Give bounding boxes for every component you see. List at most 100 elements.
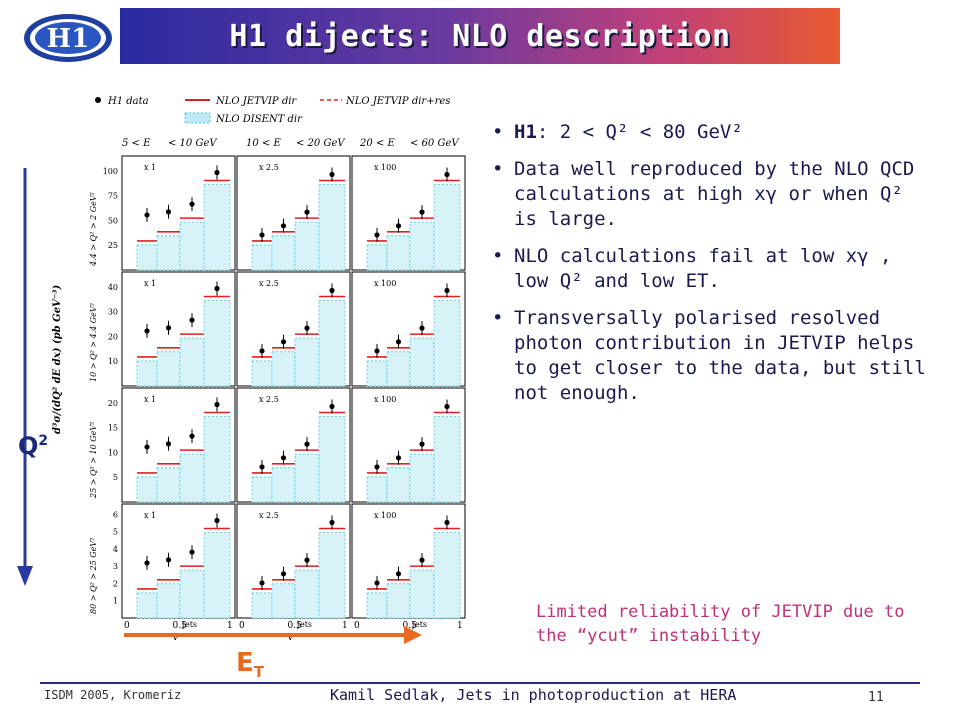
scale-factor-label: x 2.5 <box>259 279 279 288</box>
scale-factor-label: x 100 <box>374 395 396 404</box>
slide-title: H1 dijects: NLO description <box>229 18 731 54</box>
q2-axis-label: Q2 <box>18 432 48 460</box>
col-header-2: 10 < E <box>246 138 281 149</box>
scale-factor-label: x 2.5 <box>259 511 279 520</box>
disent-band <box>386 583 411 619</box>
y-tick-label: 25 <box>108 241 118 250</box>
disent-band <box>156 235 181 271</box>
bullet-lead: H1 <box>514 121 537 143</box>
legend-disent-box <box>184 112 211 124</box>
disent-band <box>386 467 411 503</box>
disent-band <box>179 221 205 271</box>
bullet-item: H1: 2 < Q² < 80 GeV² <box>488 120 928 145</box>
bullet-text: NLO calculations fail at low xγ , low Q²… <box>514 245 892 292</box>
title-banner: H1 dijects: NLO description <box>120 8 840 64</box>
disent-band <box>366 592 388 619</box>
x-axis-sup: jets <box>297 620 313 629</box>
y-tick-label: 20 <box>108 399 118 408</box>
bullet-item: Transversally polarised resolved photon … <box>488 306 928 406</box>
y-tick-label: 15 <box>108 424 118 433</box>
disent-band <box>318 416 346 503</box>
row-q2-label: 10 > Q² > 4.4 GeV² <box>89 303 98 382</box>
y-tick-label: 30 <box>108 308 118 317</box>
dijet-cross-section-plot: H1 data NLO JETVIP dir NLO JETVIP dir+re… <box>52 96 466 640</box>
row-q2-label: 25 > Q² > 10 GeV² <box>89 422 98 499</box>
q2-sup: 2 <box>38 433 49 449</box>
bullet-item: NLO calculations fail at low xγ , low Q²… <box>488 244 928 294</box>
scale-factor-label: x 1 <box>144 395 156 404</box>
disent-band <box>136 592 158 619</box>
disent-band <box>433 184 461 271</box>
footer-author: Kamil Sedlak, Jets in photoproduction at… <box>330 686 737 704</box>
x-axis-sub: γ <box>180 639 185 640</box>
disent-band <box>386 235 411 271</box>
disent-band <box>318 300 346 387</box>
x-tick-label: 0 <box>239 621 245 631</box>
x-tick-label: 0.5 <box>403 621 418 631</box>
bullet-text: Data well reproduced by the NLO QCD calc… <box>514 158 915 230</box>
disent-band <box>294 453 320 503</box>
disent-band <box>251 592 273 619</box>
y-tick-label: 10 <box>108 448 118 457</box>
col-header-1: 5 < E <box>122 138 151 149</box>
disent-band <box>156 467 181 503</box>
h1-logo: H1 <box>22 12 114 64</box>
bullet-item: Data well reproduced by the NLO QCD calc… <box>488 157 928 232</box>
legend-disent-label: NLO DISENT dir <box>215 114 303 125</box>
x-tick-label: 1 <box>342 621 348 631</box>
disent-band <box>136 476 158 503</box>
disent-band <box>409 221 435 271</box>
disent-band <box>294 569 320 619</box>
disent-band <box>271 583 296 619</box>
scale-factor-label: x 100 <box>374 279 396 288</box>
disent-band <box>156 583 181 619</box>
y-tick-label: 5 <box>113 473 118 482</box>
y-tick-label: 75 <box>108 192 118 201</box>
y-tick-label: 2 <box>113 579 118 588</box>
disent-band <box>366 476 388 503</box>
disent-band <box>179 569 205 619</box>
x-tick-label: 0.5 <box>288 621 303 631</box>
bullet-list: H1: 2 < Q² < 80 GeV² Data well reproduce… <box>488 120 928 418</box>
legend: H1 data NLO JETVIP dir NLO JETVIP dir+re… <box>95 96 450 125</box>
disent-band <box>271 467 296 503</box>
disent-band <box>409 337 435 387</box>
row-q2-label: 80 > Q² > 25 GeV² <box>89 538 98 614</box>
bullet-text: Transversally polarised resolved photon … <box>514 307 926 404</box>
legend-jetvip-res-label: NLO JETVIP dir+res <box>345 96 450 107</box>
scale-factor-label: x 100 <box>374 163 396 172</box>
scale-factor-label: x 1 <box>144 511 156 520</box>
x-tick-label: 0 <box>124 621 130 631</box>
et-axis-label: ET <box>236 648 264 681</box>
disent-band <box>386 351 411 387</box>
scale-factor-label: x 2.5 <box>259 395 279 404</box>
scale-factor-label: x 100 <box>374 511 396 520</box>
disent-band <box>203 532 231 619</box>
disent-band <box>271 351 296 387</box>
disent-band <box>156 351 181 387</box>
y-tick-label: 4 <box>113 545 118 554</box>
footer-conference: ISDM 2005, Kromeriz <box>44 688 182 702</box>
disent-band <box>271 235 296 271</box>
legend-data-label: H1 data <box>107 96 149 107</box>
disent-band <box>366 360 388 387</box>
x-axis-sup: jets <box>182 620 198 629</box>
disent-band <box>433 416 461 503</box>
disent-band <box>294 337 320 387</box>
et-sub: T <box>253 663 264 682</box>
disent-band <box>203 300 231 387</box>
y-tick-label: 3 <box>113 562 118 571</box>
disent-band <box>294 221 320 271</box>
disent-band <box>433 300 461 387</box>
y-tick-label: 10 <box>108 357 118 366</box>
footer-divider <box>40 682 920 684</box>
col-header-3-tail: < 60 GeV <box>410 138 460 149</box>
disent-band <box>433 532 461 619</box>
page-number: 11 <box>868 690 884 705</box>
disent-band <box>251 244 273 271</box>
disent-band <box>179 337 205 387</box>
disent-band <box>318 184 346 271</box>
y-tick-label: 20 <box>108 332 118 341</box>
disent-band <box>251 360 273 387</box>
et-arrow <box>124 626 422 644</box>
